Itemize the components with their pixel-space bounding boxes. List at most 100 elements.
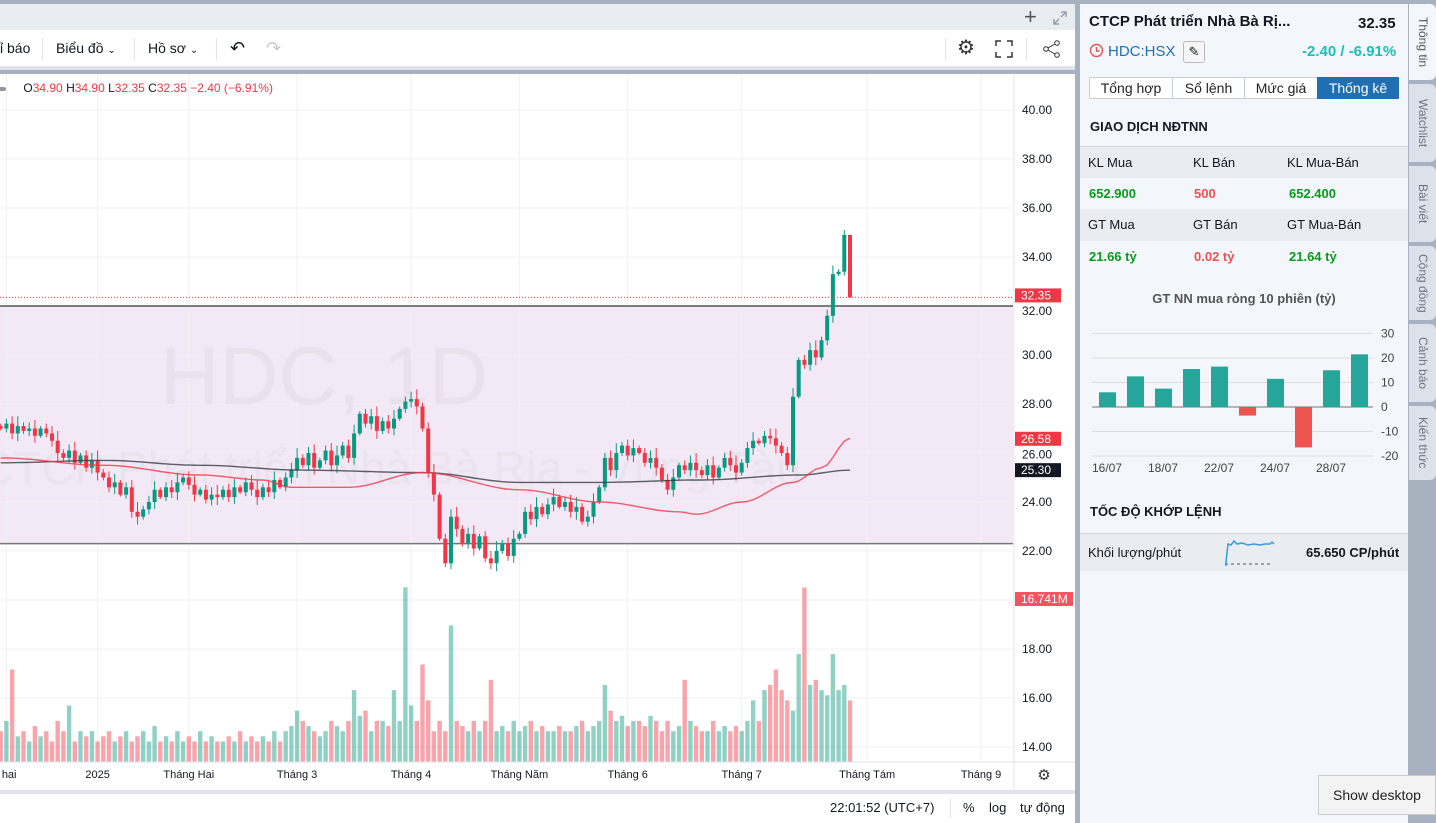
candle[interactable] (483, 536, 488, 559)
candle[interactable] (602, 457, 607, 488)
candle[interactable] (545, 504, 550, 515)
ticker-symbol[interactable]: HDC:HSX (1108, 43, 1176, 60)
candle[interactable] (585, 516, 590, 522)
candle[interactable] (716, 467, 721, 478)
candle[interactable] (340, 445, 345, 456)
panel-tab[interactable]: Sổ lệnh (1172, 77, 1245, 99)
candle[interactable] (466, 533, 471, 544)
candle[interactable] (146, 502, 151, 510)
candle[interactable] (580, 506, 585, 522)
mini-bar[interactable] (1099, 392, 1116, 407)
undo-icon[interactable]: ↶ (230, 38, 246, 58)
candle[interactable] (369, 416, 374, 424)
candle[interactable] (705, 465, 710, 476)
candle[interactable] (597, 487, 602, 502)
candle[interactable] (785, 453, 790, 466)
candle[interactable] (420, 406, 425, 429)
candle[interactable] (112, 482, 117, 488)
candle[interactable] (819, 340, 824, 358)
candle[interactable] (15, 426, 20, 434)
candle[interactable] (506, 543, 510, 556)
candle[interactable] (243, 482, 248, 493)
candle[interactable] (591, 502, 596, 517)
side-tab[interactable]: Watchlist (1409, 84, 1436, 162)
candle[interactable] (574, 506, 579, 512)
candle[interactable] (32, 428, 37, 436)
panel-tab[interactable]: Tổng hợp (1089, 77, 1173, 99)
candle[interactable] (221, 489, 225, 498)
candle[interactable] (95, 460, 100, 473)
candle[interactable] (523, 511, 528, 534)
candle[interactable] (192, 484, 197, 495)
candle[interactable] (699, 470, 704, 476)
candle[interactable] (471, 533, 476, 549)
candle[interactable] (494, 551, 499, 564)
candle[interactable] (414, 399, 419, 407)
candle[interactable] (21, 426, 26, 431)
candle[interactable] (363, 413, 368, 424)
candle[interactable] (101, 472, 106, 478)
candle[interactable] (44, 428, 49, 434)
collapse-icon[interactable] (0, 86, 6, 91)
mini-bar[interactable] (1295, 407, 1312, 448)
candle[interactable] (534, 506, 539, 520)
candle[interactable] (437, 494, 442, 539)
candle[interactable] (392, 418, 396, 429)
candle[interactable] (768, 435, 773, 439)
candle[interactable] (677, 465, 681, 478)
settings-gear-icon[interactable]: ⚙ (957, 37, 975, 59)
candle[interactable] (443, 538, 448, 564)
candle[interactable] (186, 477, 191, 485)
candle[interactable] (836, 271, 841, 275)
moving-average-fast-line[interactable] (0, 437, 851, 516)
candle[interactable] (84, 455, 89, 468)
candle[interactable] (477, 536, 482, 549)
candle[interactable] (283, 477, 288, 488)
candle[interactable] (734, 465, 738, 473)
candle[interactable] (517, 533, 522, 539)
candle[interactable] (563, 502, 567, 507)
side-tab[interactable]: Kiến thức (1409, 406, 1436, 480)
candle[interactable] (751, 440, 756, 449)
mini-bar[interactable] (1323, 370, 1340, 407)
log-scale-toggle[interactable]: log (989, 800, 1007, 815)
candle[interactable] (198, 489, 203, 495)
candle[interactable] (124, 487, 129, 495)
side-tab[interactable]: Bài viết (1409, 166, 1436, 242)
candle[interactable] (249, 482, 254, 490)
profile-menu-button[interactable]: Hồ sơ ⌄ (148, 30, 198, 66)
candle[interactable] (409, 399, 414, 402)
candle[interactable] (528, 511, 533, 520)
side-tab[interactable]: Cộng đồng (1409, 246, 1436, 320)
candle[interactable] (215, 494, 220, 498)
price-chart[interactable]: HDC, 1D CTCP Phát triển Nhà Bà Rịa - Vũng… (0, 74, 1075, 790)
candle[interactable] (500, 543, 505, 551)
candle[interactable] (637, 448, 642, 453)
candle[interactable] (380, 421, 385, 431)
candle[interactable] (848, 234, 852, 298)
candle[interactable] (694, 462, 699, 471)
candle[interactable] (317, 460, 322, 468)
candle[interactable] (260, 487, 265, 498)
mini-bar[interactable] (1351, 354, 1368, 407)
panel-tab[interactable]: Thống kê (1317, 77, 1399, 99)
candle[interactable] (488, 558, 493, 564)
price-zone-rectangle[interactable] (0, 306, 1013, 544)
candle[interactable] (654, 457, 659, 468)
candle[interactable] (0, 426, 3, 429)
candle[interactable] (38, 428, 43, 436)
candle[interactable] (620, 445, 624, 453)
candle[interactable] (568, 502, 573, 512)
fullscreen-icon[interactable] (995, 40, 1013, 58)
candle[interactable] (449, 516, 453, 564)
candle[interactable] (739, 462, 744, 473)
candle[interactable] (50, 433, 54, 441)
candle[interactable] (842, 234, 847, 272)
mini-bar[interactable] (1211, 366, 1228, 407)
candle[interactable] (830, 274, 835, 316)
candle[interactable] (728, 457, 733, 466)
candle[interactable] (266, 487, 271, 493)
side-tab[interactable]: Cảnh báo (1409, 324, 1436, 402)
candle[interactable] (762, 435, 767, 444)
candle[interactable] (152, 489, 157, 502)
